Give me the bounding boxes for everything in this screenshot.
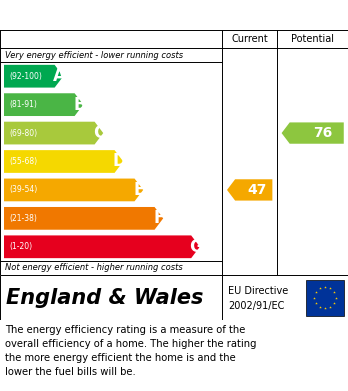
Text: B: B — [73, 96, 86, 114]
Text: G: G — [189, 238, 203, 256]
Polygon shape — [282, 122, 344, 144]
Text: (69-80): (69-80) — [9, 129, 37, 138]
Text: 76: 76 — [314, 126, 333, 140]
Text: (1-20): (1-20) — [9, 242, 32, 251]
Text: (21-38): (21-38) — [9, 214, 37, 223]
Text: Energy Efficiency Rating: Energy Efficiency Rating — [8, 6, 237, 24]
Polygon shape — [4, 93, 83, 116]
Text: D: D — [112, 152, 126, 170]
Polygon shape — [4, 207, 163, 230]
Text: F: F — [153, 209, 165, 227]
Text: A: A — [53, 67, 66, 85]
Text: E: E — [134, 181, 145, 199]
Text: 2002/91/EC: 2002/91/EC — [228, 301, 284, 310]
Polygon shape — [4, 150, 123, 173]
Text: England & Wales: England & Wales — [6, 287, 203, 307]
Bar — [306, 280, 344, 316]
Polygon shape — [4, 235, 200, 258]
Text: (81-91): (81-91) — [9, 100, 37, 109]
Text: Potential: Potential — [291, 34, 334, 44]
Text: C: C — [93, 124, 105, 142]
Text: 47: 47 — [247, 183, 267, 197]
Text: Not energy efficient - higher running costs: Not energy efficient - higher running co… — [5, 264, 183, 273]
Text: (55-68): (55-68) — [9, 157, 37, 166]
Polygon shape — [227, 179, 272, 201]
Polygon shape — [4, 179, 143, 201]
Text: EU Directive: EU Directive — [228, 286, 288, 296]
Text: (92-100): (92-100) — [9, 72, 42, 81]
Text: The energy efficiency rating is a measure of the
overall efficiency of a home. T: The energy efficiency rating is a measur… — [5, 325, 256, 377]
Polygon shape — [4, 122, 103, 144]
Text: (39-54): (39-54) — [9, 185, 37, 194]
Text: Very energy efficient - lower running costs: Very energy efficient - lower running co… — [5, 50, 183, 59]
Text: Current: Current — [231, 34, 268, 44]
Polygon shape — [4, 65, 63, 88]
